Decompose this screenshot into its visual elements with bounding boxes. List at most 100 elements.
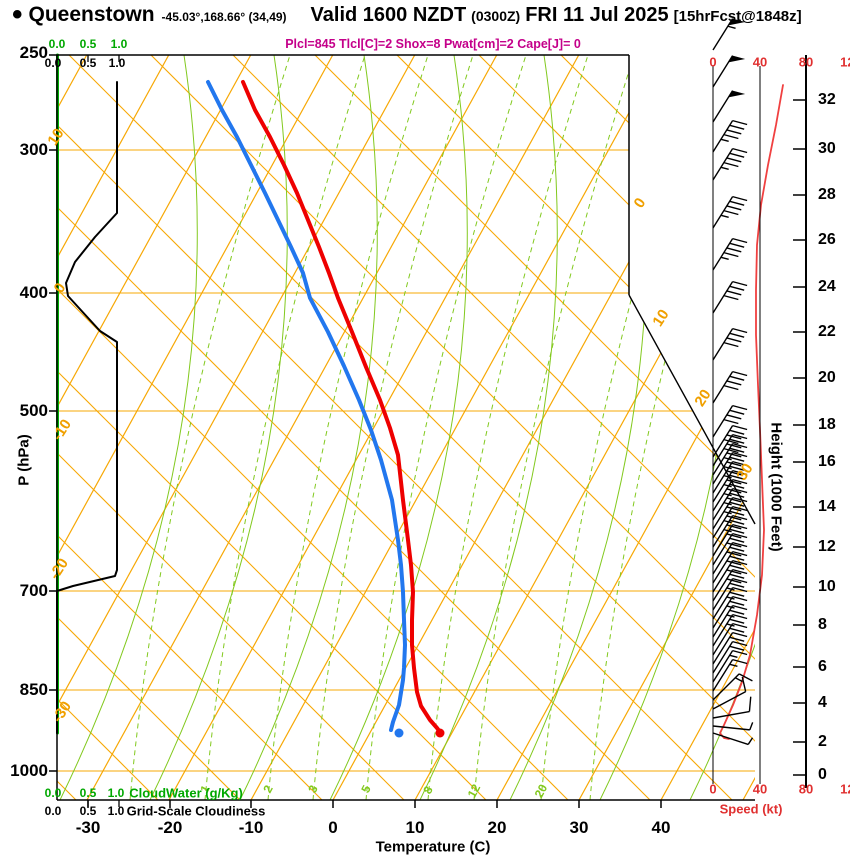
wind-barb: [712, 631, 748, 665]
wind-barb: [712, 532, 748, 566]
skewt-grid: [57, 55, 755, 800]
temperature-tick: -20: [157, 818, 183, 837]
pressure-tick: 500: [19, 401, 48, 420]
cloudwater-axis-label: CloudWater (g/Kg): [129, 785, 243, 801]
wind-barb: [712, 478, 748, 512]
wind-barb: [712, 577, 748, 611]
speed-tick-top: 120: [840, 54, 850, 70]
height-tick: 20: [818, 369, 836, 386]
cloudwater-scale-tick: 1.0: [110, 37, 128, 51]
height-tick: 12: [818, 538, 836, 555]
speed-tick-bottom: 0: [709, 781, 717, 797]
height-tick: 32: [818, 91, 836, 108]
wind-barb: [712, 147, 748, 181]
wind-barb: [712, 460, 748, 494]
wind-barb: [712, 722, 754, 731]
wind-barb: [712, 514, 748, 548]
page-title: • Queenstown -45.03°,168.66° (34,49) Val…: [12, 0, 842, 31]
speed-tick-top: 80: [798, 54, 814, 70]
wind-barb: [712, 442, 748, 476]
wind-barb: [712, 451, 748, 485]
height-tick: 10: [818, 578, 836, 595]
speed-tick-bottom: 80: [798, 781, 814, 797]
temperature-axis-label: Temperature (C): [375, 838, 491, 856]
valid-date: FRI 11 Jul 2025: [525, 4, 669, 26]
temperature-tick: 10: [405, 818, 425, 837]
wind-barbs: [712, 18, 754, 746]
height-tick: 30: [818, 140, 836, 157]
height-axis-label: Height (1000 Feet): [767, 422, 785, 552]
valid-zulu: (0300Z): [471, 8, 521, 24]
height-tick: 14: [818, 498, 836, 515]
wind-barb: [712, 559, 748, 593]
cloudiness-scale-tick: 0.5: [79, 56, 97, 70]
cloudwater-scale-tick: 1.0: [107, 786, 125, 800]
station-name: Queenstown: [28, 3, 155, 26]
pressure-tick: 400: [19, 283, 48, 302]
height-tick: 22: [818, 323, 836, 340]
station-bullet-icon: •: [12, 0, 23, 31]
cloudiness-scale-tick: 0.0: [44, 56, 62, 70]
height-tick: 0: [818, 766, 827, 783]
cloudwater-scale-tick: 0.0: [44, 786, 62, 800]
height-tick: 16: [818, 453, 836, 470]
station-coords: -45.03°,168.66° (34,49): [161, 10, 287, 24]
wind-barb: [712, 404, 748, 438]
wind-barb: [712, 433, 748, 467]
pressure-axis-label: P (hPa): [15, 434, 33, 486]
speed-tick-top: 0: [709, 54, 717, 70]
height-tick: 26: [818, 231, 836, 248]
cloudiness-axis-label: Grid-Scale Cloudiness: [126, 803, 266, 819]
cloudiness-scale-tick: 0.5: [79, 804, 97, 818]
pressure-tick: 700: [19, 581, 48, 600]
speed-axis-label: Speed (kt): [719, 801, 783, 817]
wind-barb: [712, 676, 747, 710]
wind-barb: [712, 541, 748, 575]
axes-frame: [49, 54, 807, 808]
valid-time: Valid 1600 NZDT: [310, 4, 467, 26]
wind-barb: [712, 487, 748, 521]
cloudiness-scale-tick: 1.0: [107, 804, 125, 818]
height-tick: 8: [818, 616, 827, 633]
wind-barb: [712, 658, 748, 692]
surface-dewpoint-dot: [394, 728, 404, 738]
cloudwater-scale-tick: 0.0: [48, 37, 66, 51]
wind-barb: [712, 280, 748, 314]
wind-barb: [712, 613, 748, 647]
cloudwater-scale-tick: 0.5: [79, 37, 97, 51]
wind-barb: [712, 327, 748, 361]
wind-barb: [712, 237, 748, 271]
speed-tick-bottom: 120: [840, 781, 850, 797]
wind-barb: [712, 55, 746, 88]
height-tick: 18: [818, 416, 836, 433]
pressure-tick: 300: [19, 140, 48, 159]
forecast-tag: [15hrFcst@1848z]: [673, 8, 802, 25]
wind-barb: [712, 119, 748, 153]
wind-barb: [712, 550, 748, 584]
height-tick: 4: [818, 694, 827, 711]
wind-barb: [712, 505, 748, 539]
pressure-tick: 850: [19, 680, 48, 699]
wind-barb: [712, 370, 748, 404]
wind-barb: [712, 622, 748, 656]
pressure-tick: 1000: [10, 761, 48, 780]
height-tick: 28: [818, 186, 836, 203]
speed-tick-bottom: 40: [752, 781, 768, 797]
cloudiness-scale-tick: 0.0: [44, 804, 62, 818]
wind-barb: [712, 696, 752, 719]
wind-barb: [712, 195, 748, 229]
cloudwater-scale-tick: 0.5: [79, 786, 97, 800]
wind-barb: [712, 586, 748, 620]
cloudiness-scale-tick: 1.0: [108, 56, 126, 70]
wind-barb: [712, 595, 748, 629]
wind-barb: [712, 732, 754, 746]
wind-barb: [712, 649, 748, 683]
wind-barb: [712, 640, 748, 674]
temperature-tick: 40: [651, 818, 671, 837]
sounding-indices: Plcl=845 Tlcl[C]=2 Shox=8 Pwat[cm]=2 Cap…: [285, 37, 581, 51]
temperature-tick: -30: [75, 818, 101, 837]
wind-barb: [712, 18, 746, 51]
wind-barb: [712, 424, 748, 458]
speed-tick-top: 40: [752, 54, 768, 70]
